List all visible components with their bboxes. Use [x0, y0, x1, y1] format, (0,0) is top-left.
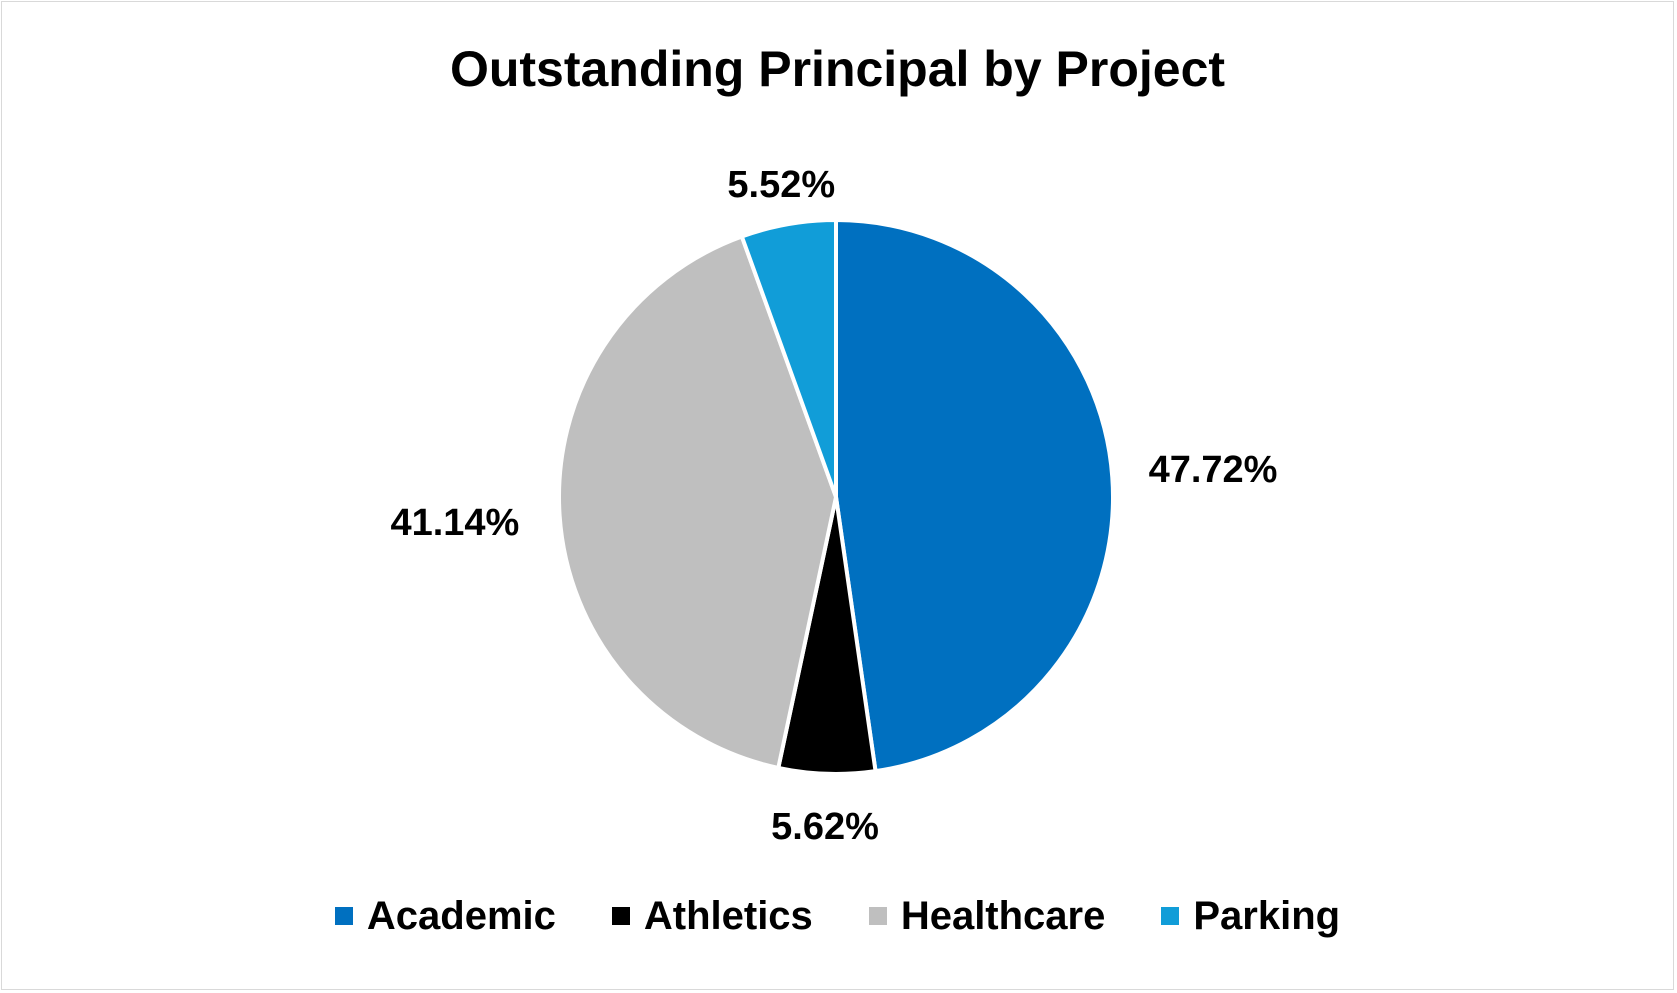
legend-swatch-parking	[1161, 907, 1180, 925]
data-label-healthcare: 41.14%	[390, 502, 519, 544]
legend-item-academic: Academic	[334, 893, 556, 939]
pie-data-labels: 47.72% 5.62% 41.14% 5.52%	[390, 164, 1277, 848]
pie-slices	[557, 218, 1115, 776]
chart-legend: Academic Athletics Healthcare Parking	[0, 888, 1675, 944]
legend-label-athletics: Athletics	[643, 893, 813, 938]
pie-slice-parking	[739, 218, 838, 499]
legend-item-parking: Parking	[1161, 894, 1340, 939]
legend-label-healthcare: Healthcare	[900, 893, 1106, 938]
legend-item-healthcare: Healthcare	[868, 893, 1106, 939]
data-label-athletics: 5.62%	[771, 806, 879, 848]
pie-slice-academic	[834, 218, 1115, 774]
legend-swatch-athletics	[611, 907, 630, 925]
legend-swatch-healthcare	[868, 907, 887, 925]
data-label-parking: 5.52%	[727, 164, 835, 206]
legend-label-academic: Academic	[366, 893, 556, 938]
data-label-academic: 47.72%	[1149, 449, 1278, 491]
legend-swatch-academic	[334, 907, 353, 925]
pie-slice-healthcare	[557, 234, 838, 770]
chart-title: Outstanding Principal by Project	[449, 41, 1226, 97]
legend-item-athletics: Athletics	[611, 893, 813, 939]
legend-label-parking: Parking	[1193, 893, 1341, 938]
